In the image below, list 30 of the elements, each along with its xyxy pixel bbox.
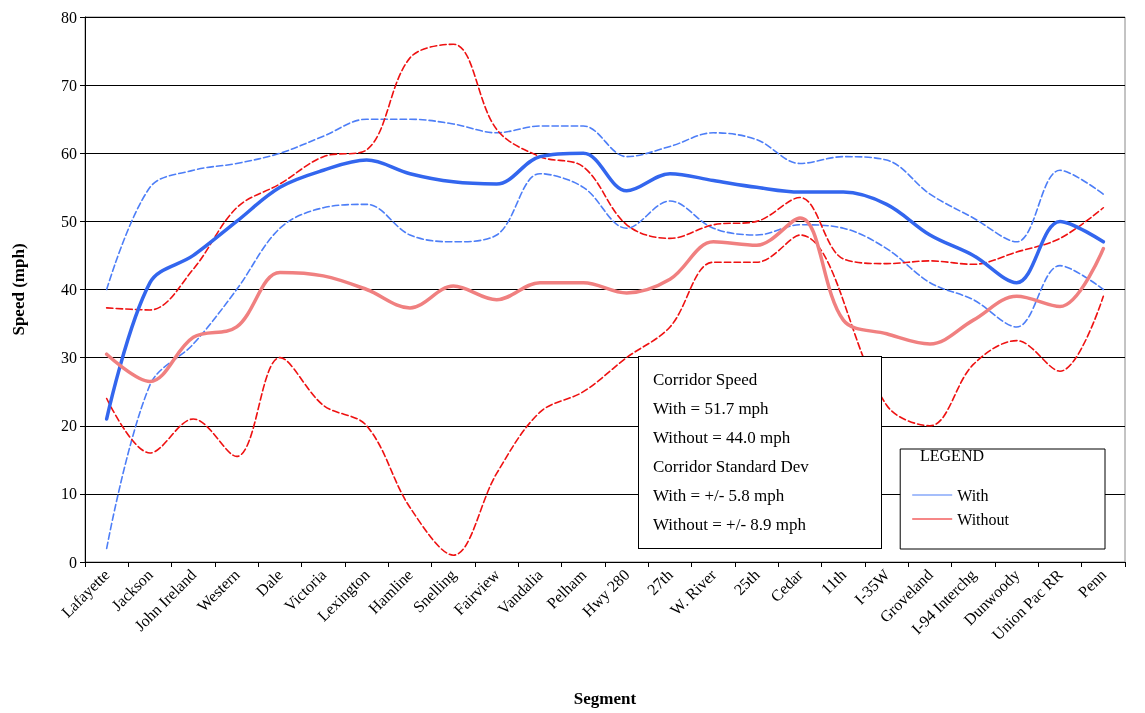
line-series — [105, 172, 1105, 550]
x-tick-label: 25th — [730, 565, 763, 599]
legend-title: LEGEND — [920, 446, 984, 464]
annotation: With = 51.7 mph — [653, 398, 770, 420]
y-tick-label: 50 — [61, 212, 77, 230]
line-series — [105, 43, 1105, 311]
y-tick-label: 20 — [61, 417, 77, 435]
annotation: Corridor Standard Dev — [653, 456, 810, 478]
y-tick-label: 80 — [61, 8, 77, 26]
y-tick-label: 10 — [61, 485, 77, 503]
x-tick-label: 11th — [817, 565, 850, 598]
x-axis-title: Segment — [573, 689, 637, 708]
legend-label: With — [957, 486, 989, 504]
line-series — [105, 234, 1105, 556]
x-tick-label: 27th — [643, 565, 677, 599]
y-tick-label: 0 — [69, 553, 77, 571]
line-series — [104, 151, 1106, 421]
y-tick-label: 70 — [61, 76, 77, 94]
legend-label: Without — [957, 510, 1010, 528]
x-tick-label: Dale — [252, 565, 287, 600]
annotation: With = +/- 5.8 mph — [653, 485, 786, 507]
annotation: Without = 44.0 mph — [653, 427, 792, 449]
y-tick-label: 40 — [61, 281, 77, 298]
y-tick-label: 60 — [61, 144, 77, 162]
line-series — [105, 118, 1105, 291]
x-tick-label: Penn — [1074, 565, 1110, 601]
y-tick-label: 30 — [61, 349, 77, 367]
annotation: Corridor Speed — [653, 369, 759, 391]
y-axis-title: Speed (mph) — [9, 243, 28, 336]
annotation: Without = +/- 8.9 mph — [653, 514, 808, 536]
